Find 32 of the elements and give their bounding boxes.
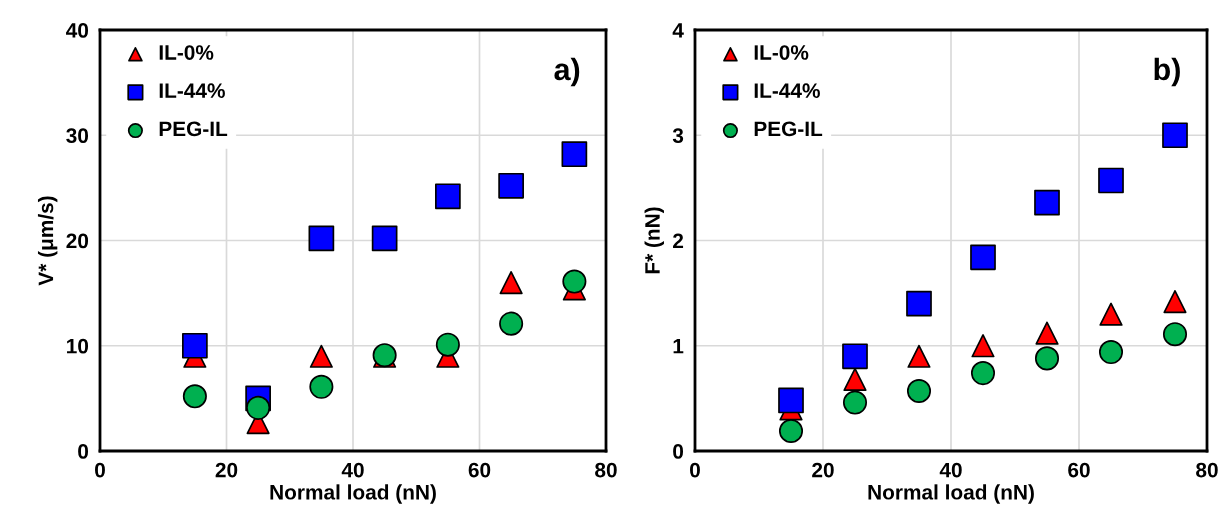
y-tick-label: 0 [673, 444, 684, 459]
legend-label: IL-44% [754, 83, 820, 99]
x-tick-label: 40 [939, 462, 962, 478]
y-tick-label: 40 [66, 23, 89, 38]
x-tick-label: 20 [215, 462, 238, 478]
x-tick-label: 0 [95, 462, 105, 478]
x-tick-label: 40 [341, 462, 364, 478]
y-tick-label: 30 [66, 128, 89, 144]
legend-label: IL-44% [159, 83, 225, 99]
x-axis-title: Normal load (nN) [868, 484, 1034, 504]
y-tick-label: 2 [673, 233, 684, 249]
legend-label: PEG-IL [754, 121, 823, 137]
y-tick-label: 4 [672, 23, 684, 38]
x-tick-label: 0 [690, 462, 700, 478]
y-tick-label: 1 [673, 338, 684, 354]
annotation: b) [1154, 57, 1180, 87]
annotation: a) [554, 57, 580, 87]
x-tick-label: 60 [468, 462, 491, 478]
y-axis-title: V* (μm/s) [37, 196, 58, 286]
y-tick-label: 3 [672, 128, 684, 144]
legend-label: IL-0% [754, 45, 809, 60]
x-tick-label: 20 [812, 462, 834, 478]
x-axis-title: Normal load (nN) [270, 484, 436, 504]
legend-label: PEG-IL [159, 121, 228, 137]
y-axis-title: F* (nN) [644, 207, 664, 274]
x-tick-label: 80 [1196, 462, 1218, 478]
y-tick-label: 0 [78, 444, 89, 459]
x-tick-label: 80 [595, 462, 617, 478]
legend-label: IL-0% [159, 45, 214, 60]
y-tick-label: 20 [66, 233, 89, 249]
x-tick-label: 60 [1068, 462, 1090, 478]
y-tick-label: 10 [67, 338, 89, 354]
